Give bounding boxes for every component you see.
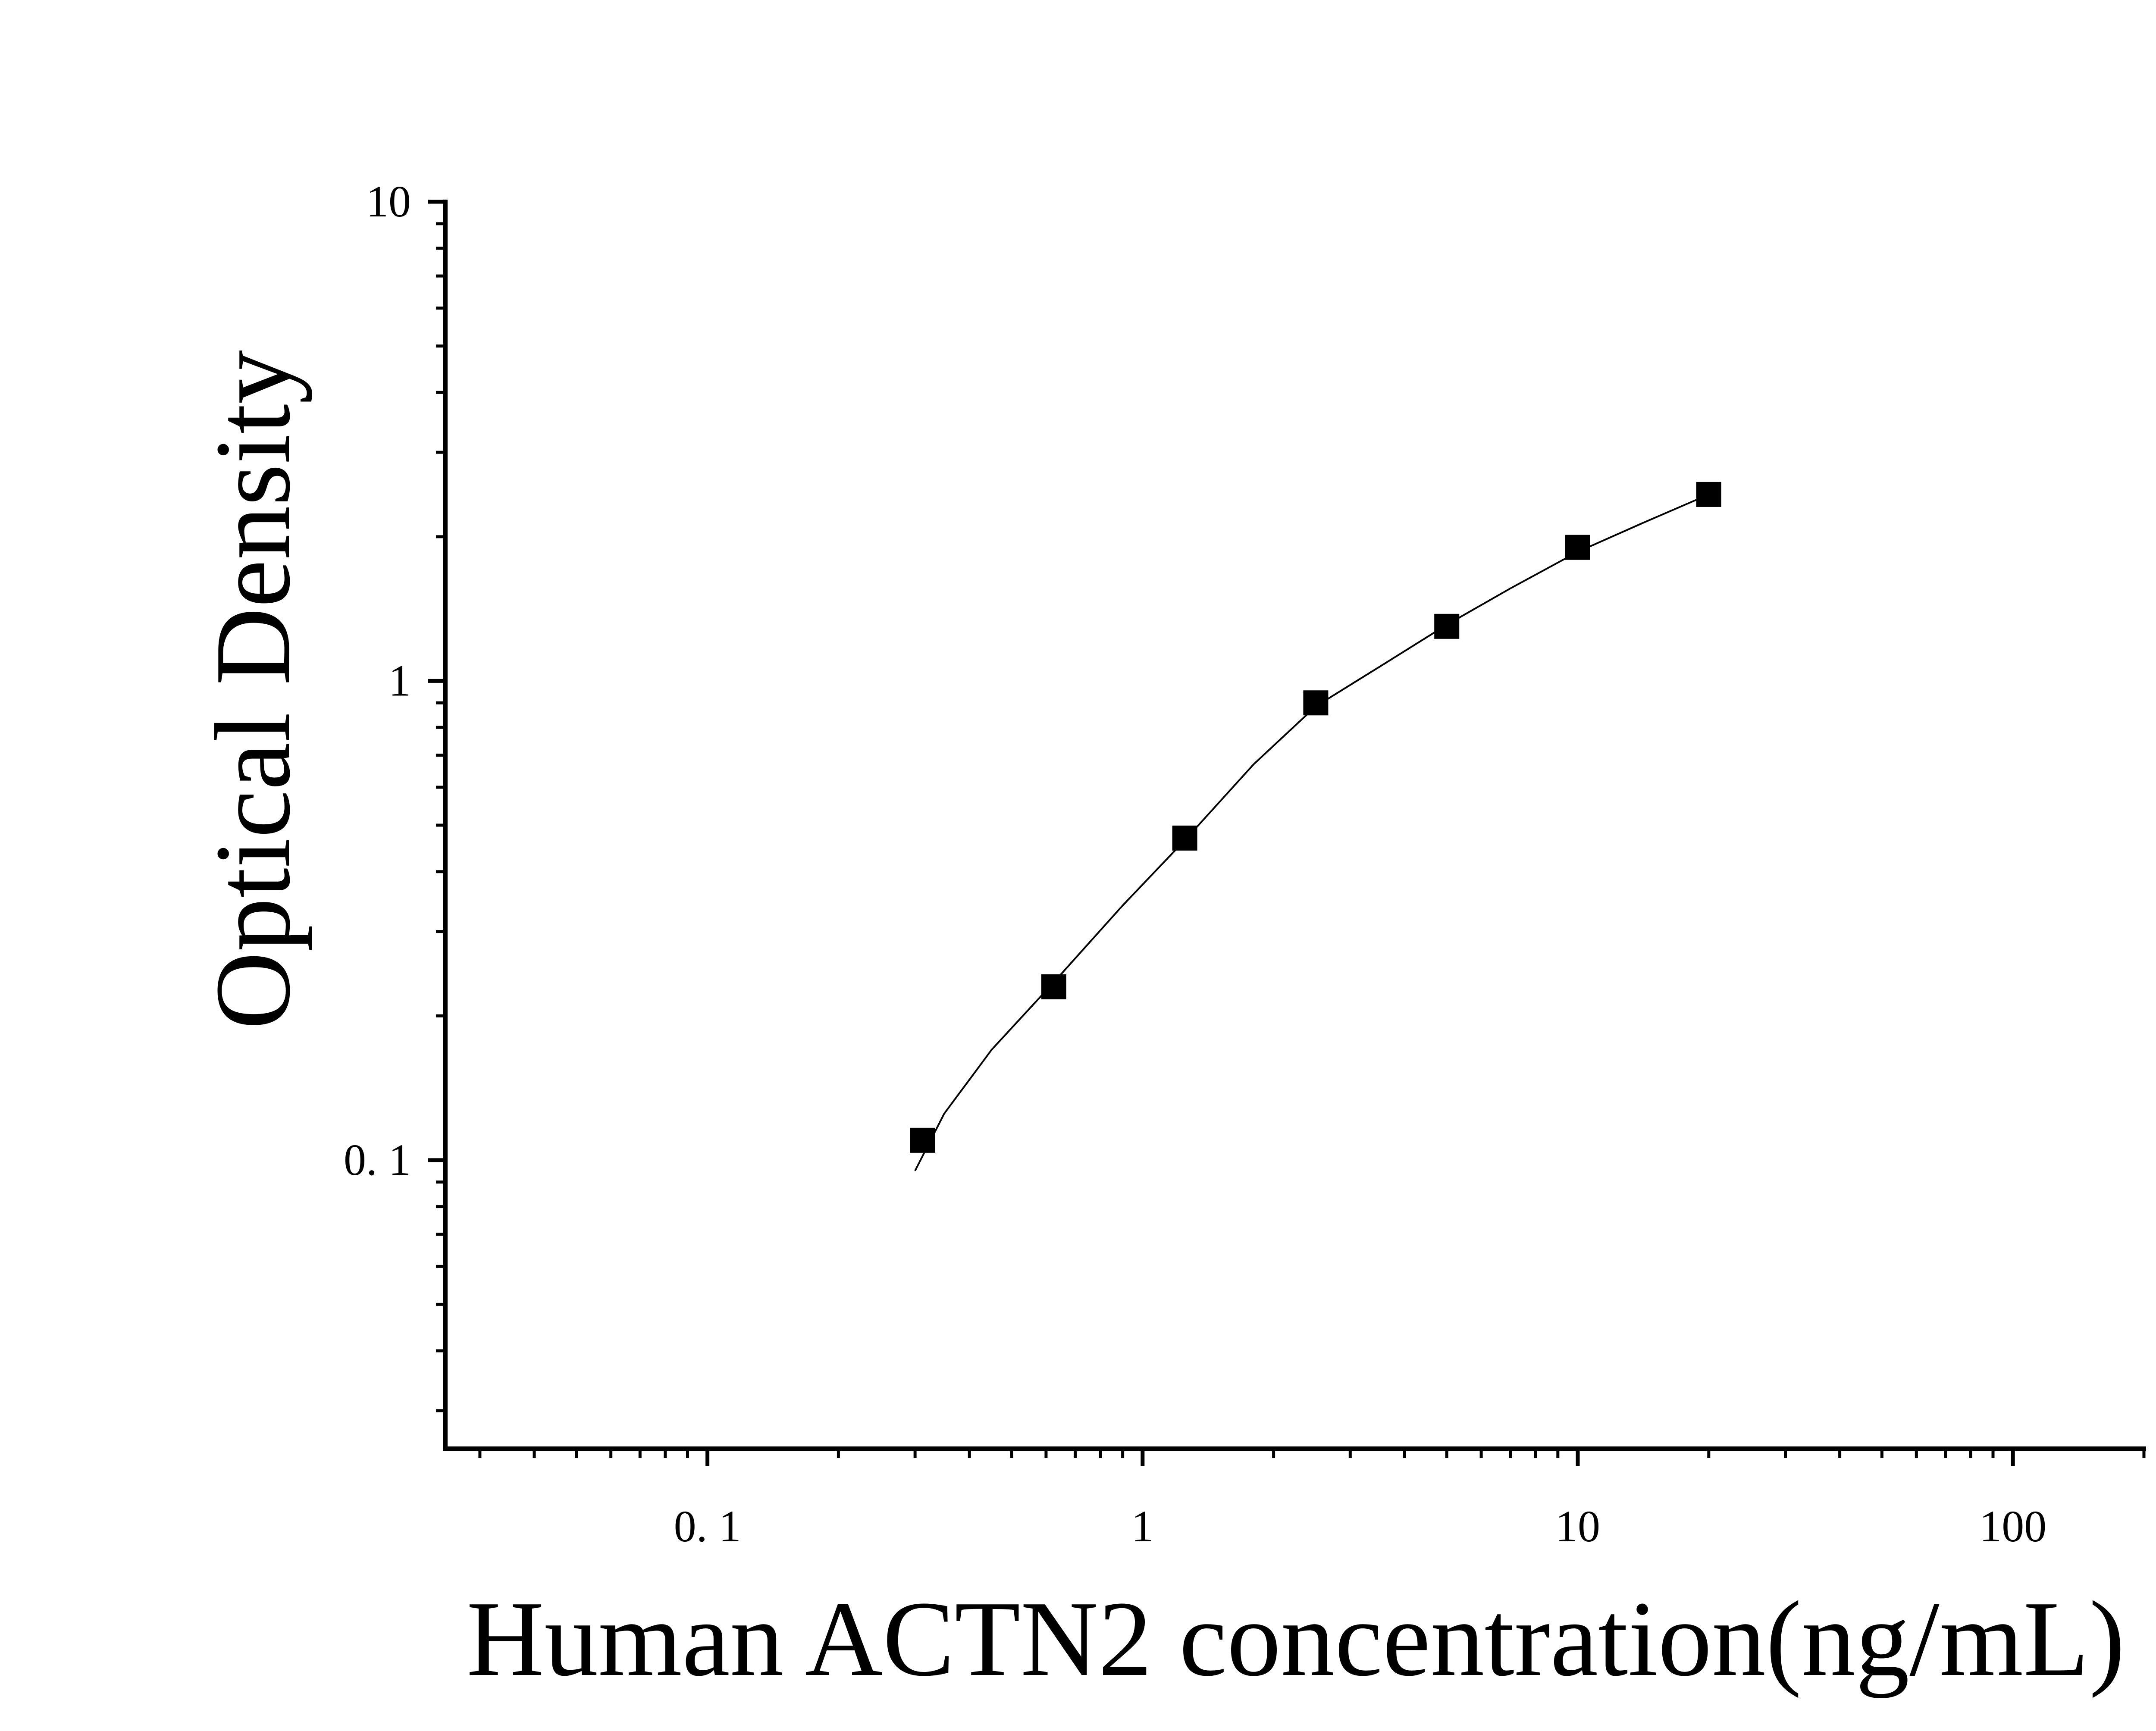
y-major-ticks bbox=[428, 200, 445, 1162]
data-point bbox=[1696, 482, 1721, 507]
x-major-ticks bbox=[705, 1449, 2015, 1466]
y-tick-label: 1 bbox=[389, 656, 411, 705]
data-points bbox=[910, 482, 1721, 1153]
data-point bbox=[1041, 974, 1066, 999]
x-axis-title: Human ACTN2 concentration(ng/mL) bbox=[467, 1579, 2125, 1699]
y-tick-label: 0. 1 bbox=[344, 1135, 411, 1185]
x-tick-label: 10 bbox=[1555, 1502, 1600, 1551]
data-point bbox=[1172, 825, 1197, 851]
y-axis-title: Optical Density bbox=[193, 350, 313, 1030]
data-point bbox=[1434, 614, 1460, 639]
x-tick-label: 0. 1 bbox=[674, 1502, 741, 1551]
fit-curve bbox=[914, 494, 1709, 1171]
x-tick-label: 1 bbox=[1131, 1502, 1154, 1551]
x-tick-labels: 0. 1 1 10 100 bbox=[674, 1502, 2047, 1551]
y-tick-labels: 0. 1 1 10 bbox=[344, 177, 411, 1185]
data-point bbox=[1303, 690, 1329, 716]
data-point bbox=[1565, 535, 1590, 560]
data-point bbox=[910, 1127, 936, 1153]
y-tick-label: 10 bbox=[366, 177, 411, 226]
x-tick-label: 100 bbox=[1979, 1502, 2046, 1551]
